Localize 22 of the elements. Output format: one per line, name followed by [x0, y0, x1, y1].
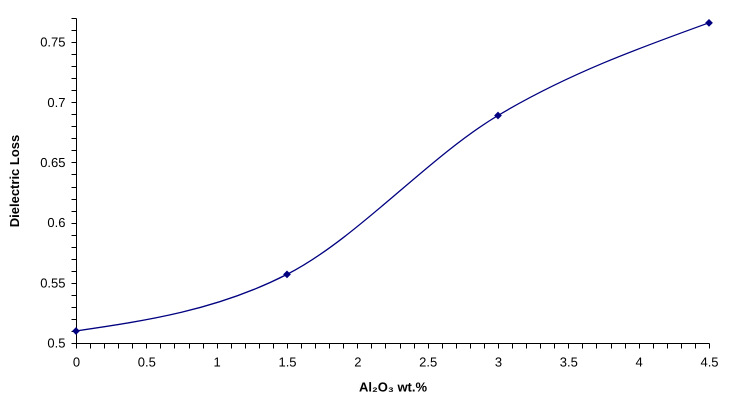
y-tick-label: 0.65 [40, 154, 66, 170]
x-tick-label: 1.5 [278, 354, 297, 370]
y-tick-label: 0.55 [40, 275, 66, 290]
x-axis-title: Al₂O₃ wt.% [358, 380, 428, 394]
x-tick-label: 2.5 [419, 354, 438, 370]
y-tick-label: 0.6 [47, 215, 66, 230]
y-tick-label: 0.7 [47, 94, 66, 110]
y-tick-label: 0.75 [40, 34, 66, 50]
point [494, 112, 502, 120]
x-tick-label: 0 [72, 354, 80, 370]
point [705, 18, 713, 27]
x-tick-label: 3 [494, 354, 502, 370]
x-tick-label: 3.5 [560, 354, 578, 370]
y-axis-title: Dielectric Loss [7, 134, 22, 228]
x-tick-label: 4 [636, 354, 643, 370]
x-tick-label: 0.5 [138, 354, 156, 370]
point [72, 327, 80, 335]
point [283, 270, 291, 278]
y-tick-label: 0.5 [47, 336, 66, 350]
x-tick-label: 2 [354, 354, 362, 370]
x-tick-label: 4.5 [700, 354, 719, 370]
x-tick-label: 1 [214, 354, 221, 370]
